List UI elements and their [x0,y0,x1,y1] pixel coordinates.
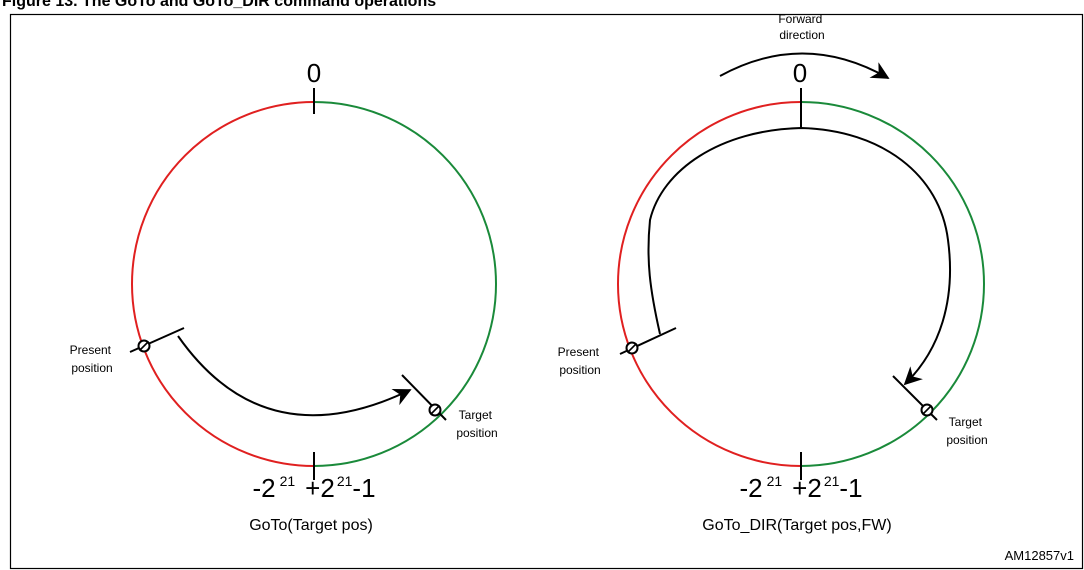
right-zero-label: 0 [793,58,807,88]
left-wrap-label: -2 21 +2 21-1 [252,473,375,503]
right-present-label: Present position [558,345,603,377]
right-diagram: 0 Forward direction -2 21 +2 21-1 Present p… [558,12,988,534]
figure-id-label: AM12857v1 [1005,548,1074,563]
left-present-label: Present position [70,343,115,375]
forward-direction-arrow [719,52,890,79]
right-move-arrow [647,126,952,386]
right-circle-positive-half [800,101,985,467]
left-circle-positive-half [313,101,497,467]
left-move-arrow [177,335,412,417]
left-diagram: 0 -2 21 +2 21-1 Present position Target pos… [70,58,498,534]
right-target-label: Target position [946,415,987,447]
left-zero-label: 0 [307,58,321,88]
left-target-label: Target position [456,408,497,440]
right-circle-negative-half [617,101,802,467]
figure-header: Figure 13. The GoTo and GoTo_DIR command… [2,0,436,10]
right-wrap-label: -2 21 +2 21-1 [739,473,862,503]
forward-direction-label: Forward direction [778,12,825,42]
left-circle-negative-half [131,101,315,467]
right-caption: GoTo_DIR(Target pos,FW) [702,517,891,534]
left-caption: GoTo(Target pos) [249,517,373,534]
figure-frame [9,13,1084,570]
